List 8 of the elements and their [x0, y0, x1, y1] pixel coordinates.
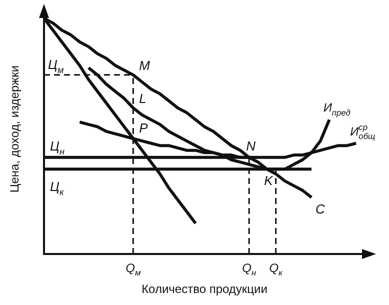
- annotation: M: [139, 58, 150, 73]
- series-label: C: [316, 201, 326, 216]
- x-axis-title: Количество продукции: [142, 282, 268, 296]
- annotation: P: [139, 120, 148, 136]
- annotation: K: [264, 173, 274, 188]
- y-axis-title: Цена, доход, издержки: [8, 65, 22, 193]
- annotation: L: [139, 90, 146, 106]
- annotation: N: [246, 138, 256, 154]
